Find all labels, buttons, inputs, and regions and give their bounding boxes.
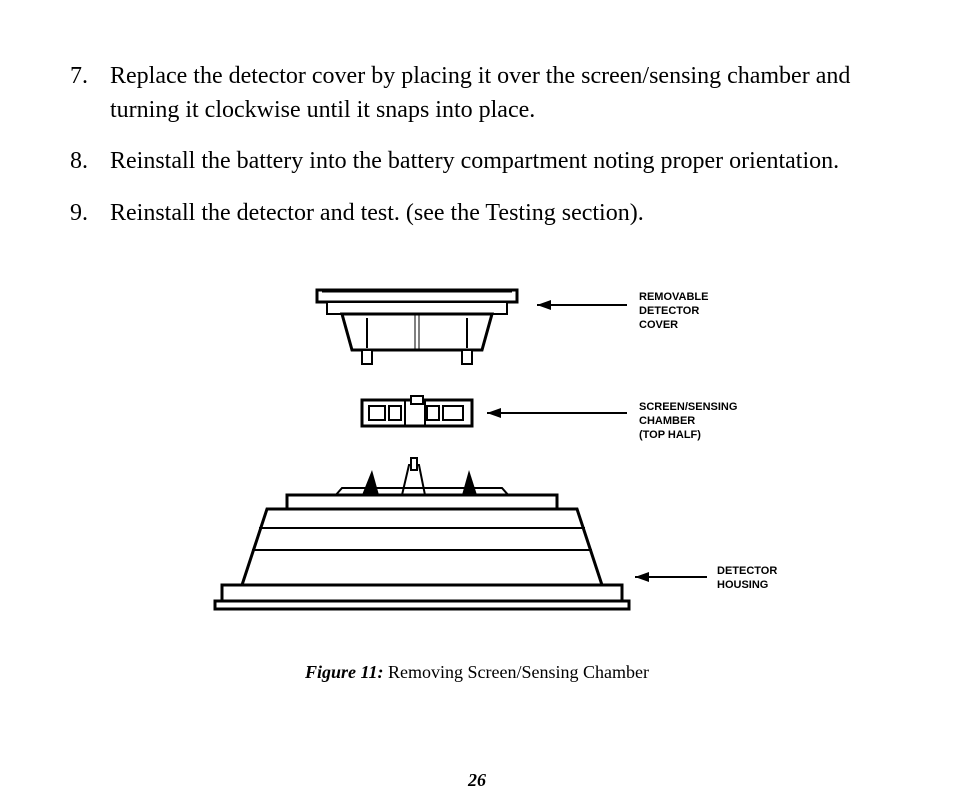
label-housing-line1: DETECTOR — [717, 565, 777, 577]
label-chamber-line1: SCREEN/SENSING — [639, 401, 737, 413]
list-item: 8. Reinstall the battery into the batter… — [70, 145, 884, 179]
figure-caption: Figure 11: Removing Screen/Sensing Chamb… — [305, 662, 649, 683]
arrow-to-housing — [635, 572, 707, 582]
figure-caption-text: Removing Screen/Sensing Chamber — [388, 662, 649, 682]
label-cover-line2: DETECTOR — [639, 305, 699, 317]
label-chamber-line2: CHAMBER — [639, 415, 695, 427]
list-text: Reinstall the battery into the battery c… — [110, 145, 884, 179]
figure-label: Figure 11: — [305, 662, 384, 682]
instruction-list: 7. Replace the detector cover by placing… — [70, 60, 884, 230]
figure-area: REMOVABLE DETECTOR COVER SCREEN/SENSING … — [70, 270, 884, 683]
page-number: 26 — [0, 770, 954, 791]
list-number: 9. — [70, 197, 110, 231]
label-housing-line2: HOUSING — [717, 579, 768, 591]
arrow-to-cover — [537, 300, 627, 310]
detector-housing-drawing — [215, 458, 629, 609]
list-item: 9. Reinstall the detector and test. (see… — [70, 197, 884, 231]
label-cover-line3: COVER — [639, 319, 678, 331]
list-number: 7. — [70, 60, 110, 127]
list-text: Reinstall the detector and test. (see th… — [110, 197, 884, 231]
list-text: Replace the detector cover by placing it… — [110, 60, 884, 127]
list-item: 7. Replace the detector cover by placing… — [70, 60, 884, 127]
detector-cover-drawing — [317, 290, 517, 364]
sensing-chamber-drawing — [362, 396, 472, 426]
detector-diagram: REMOVABLE DETECTOR COVER SCREEN/SENSING … — [167, 270, 787, 650]
label-chamber-line3: (TOP HALF) — [639, 429, 701, 441]
arrow-to-chamber — [487, 408, 627, 418]
label-cover-line1: REMOVABLE — [639, 291, 708, 303]
list-number: 8. — [70, 145, 110, 179]
